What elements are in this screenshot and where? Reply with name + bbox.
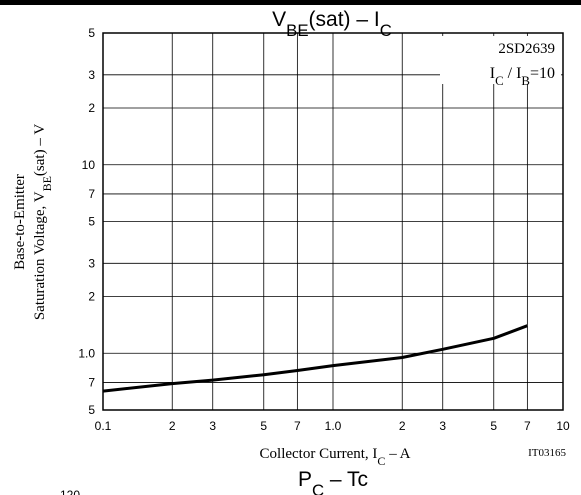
y-label-line2-part: (sat) bbox=[32, 149, 48, 176]
condition-label-part: =10 bbox=[530, 65, 555, 82]
x-tick-label: 2 bbox=[169, 419, 176, 433]
y-tick-label: 5 bbox=[88, 403, 95, 417]
y-label-line2-part: – V bbox=[32, 124, 48, 150]
header-bar bbox=[0, 0, 581, 5]
next-chart-tick: 120 bbox=[60, 488, 80, 495]
x-label-part: – A bbox=[385, 446, 410, 462]
x-tick-label: 10 bbox=[556, 419, 570, 433]
next-chart-title-part: C bbox=[312, 481, 324, 495]
chart-title-part: C bbox=[380, 21, 392, 40]
chart-title-part: (sat) – I bbox=[309, 8, 380, 31]
x-tick-label: 5 bbox=[490, 419, 497, 433]
condition-label-part: I bbox=[490, 65, 495, 82]
y-tick-label: 10 bbox=[82, 158, 96, 172]
x-label-part: Collector Current, I bbox=[260, 446, 378, 462]
condition-label-part: C bbox=[495, 74, 504, 88]
next-chart-title: PC – Tc bbox=[298, 468, 368, 495]
x-tick-label: 7 bbox=[524, 419, 531, 433]
y-tick-label: 7 bbox=[88, 187, 95, 201]
device-label: 2SD2639 bbox=[498, 41, 555, 57]
chart-title-part: BE bbox=[286, 21, 308, 40]
y-tick-label: 2 bbox=[88, 290, 95, 304]
plot-frame bbox=[102, 32, 564, 411]
y-tick-label: 5 bbox=[88, 26, 95, 40]
x-tick-label: 5 bbox=[260, 419, 267, 433]
y-tick-label: 3 bbox=[88, 68, 95, 82]
figure-code: IT03165 bbox=[528, 447, 566, 459]
x-tick-label: 2 bbox=[399, 419, 406, 433]
y-label-line2-part: BE bbox=[40, 176, 54, 191]
y-tick-label: 5 bbox=[88, 215, 95, 229]
y-tick-label: 3 bbox=[88, 256, 95, 270]
condition-label-part: / I bbox=[504, 65, 522, 82]
x-label: Collector Current, IC – A bbox=[260, 446, 411, 468]
y-tick-label: 1.0 bbox=[78, 346, 95, 360]
chart-title: VBE(sat) – IC bbox=[272, 8, 392, 40]
x-tick-label: 0.1 bbox=[95, 419, 112, 433]
curve bbox=[102, 324, 528, 393]
next-chart-title-part: – Tc bbox=[324, 468, 368, 491]
condition-label: IC / IB=10 bbox=[490, 65, 555, 88]
x-label-part: C bbox=[377, 454, 385, 468]
x-tick-label: 3 bbox=[209, 419, 216, 433]
condition-label-part: B bbox=[521, 74, 530, 88]
x-tick-label: 1.0 bbox=[325, 419, 342, 433]
y-tick-label: 7 bbox=[88, 375, 95, 389]
x-tick-label: 3 bbox=[439, 419, 446, 433]
y-label-line2-part: Saturation Voltage, V bbox=[32, 191, 48, 320]
annotation-background bbox=[440, 36, 561, 84]
y-tick-label: 2 bbox=[88, 101, 95, 115]
y-label-line1: Base-to-Emitter bbox=[12, 174, 28, 270]
chart-title-part: V bbox=[272, 8, 286, 31]
x-tick-label: 7 bbox=[294, 419, 301, 433]
y-label-line2: Saturation Voltage, VBE(sat) – V bbox=[32, 124, 54, 320]
next-chart-title-part: P bbox=[298, 468, 312, 491]
